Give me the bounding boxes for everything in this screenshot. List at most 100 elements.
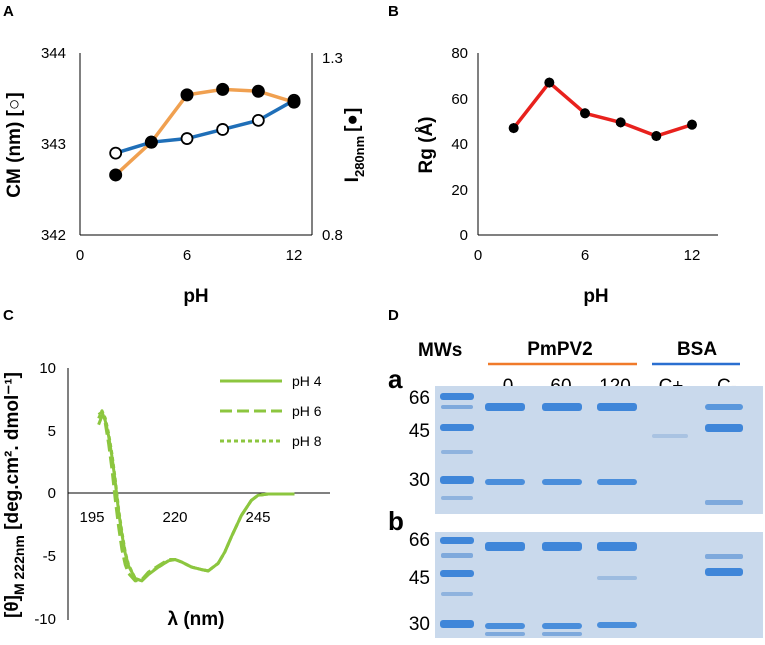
gel-band xyxy=(597,403,637,411)
gel-band xyxy=(441,450,473,454)
a-point-i280 xyxy=(251,84,265,98)
gel-band xyxy=(542,479,582,485)
c-legend-label: pH 6 xyxy=(292,403,322,419)
a-ylabel-right: I280nm [●] xyxy=(342,108,367,183)
gel-band xyxy=(705,554,743,559)
a-xtick: 6 xyxy=(183,247,191,264)
gel-band xyxy=(440,570,474,577)
b-point-rg xyxy=(508,123,519,134)
gel-band xyxy=(542,542,582,551)
gel-a-mw-label: 30 xyxy=(409,470,430,491)
c-xlabel: λ (nm) xyxy=(168,609,225,630)
gel-band xyxy=(485,542,525,551)
gel-band xyxy=(597,576,637,580)
gel-band xyxy=(705,404,743,410)
gel-band xyxy=(440,393,474,400)
b-point-rg xyxy=(687,119,697,130)
chart-c: 10 5 0 -5 -10 195 220 245 λ (nm) [θ]M 22… xyxy=(2,360,330,630)
a-line-cm xyxy=(115,98,295,155)
c-ylabel-units: [deg.cm². dmol⁻¹] xyxy=(2,372,23,535)
a-point-i280 xyxy=(144,135,158,149)
gel-a-label: a xyxy=(388,364,403,394)
a-ylabel-left-text: CM (nm) [ xyxy=(4,109,25,197)
panel-label-a: A xyxy=(3,3,14,20)
b-point-rg xyxy=(580,108,590,119)
a-ytick-left: 343 xyxy=(41,136,66,153)
panel-label-d: D xyxy=(388,307,399,324)
c-ytick: -5 xyxy=(43,548,56,565)
b-point-rg xyxy=(615,117,626,128)
a-series-group xyxy=(109,82,301,182)
c-ytick: 0 xyxy=(48,485,56,502)
gel-band xyxy=(441,405,473,409)
gel-band xyxy=(440,424,474,431)
c-xtick: 245 xyxy=(245,509,270,526)
a-point-i280 xyxy=(180,88,194,102)
a-point-cm xyxy=(251,113,265,127)
a-point-cm xyxy=(216,123,230,136)
gel-band xyxy=(441,592,473,596)
b-xtick: 6 xyxy=(581,247,589,264)
c-line-ph-4 xyxy=(97,410,295,583)
b-xtick: 0 xyxy=(474,247,482,264)
c-ytick: 10 xyxy=(39,360,56,377)
gel-band xyxy=(485,479,525,485)
a-ytick-left: 344 xyxy=(41,45,66,62)
b-ytick: 40 xyxy=(451,136,468,153)
a-xtick: 12 xyxy=(286,247,303,264)
gel-a-mw-label: 66 xyxy=(409,388,430,409)
b-ytick: 60 xyxy=(451,91,468,108)
gel-band xyxy=(542,632,582,636)
b-line-rg xyxy=(512,80,693,138)
chart-a: 344 343 342 1.3 0.8 0 6 12 pH CM (nm) [○… xyxy=(4,45,367,307)
c-legend-label: pH 4 xyxy=(292,373,322,389)
b-ytick: 80 xyxy=(451,45,468,62)
c-series-group xyxy=(97,409,295,583)
gel-b-mw-label: 30 xyxy=(409,614,430,635)
gel-band xyxy=(705,500,743,505)
a-ylabel-left-close: ] xyxy=(4,92,25,98)
a-ytick-left: 342 xyxy=(41,227,66,244)
a-xlabel: pH xyxy=(183,286,208,307)
chart-b: 80 60 40 20 0 0 6 12 pH Rg (Å) xyxy=(416,45,718,307)
gel-group-bsa: BSA xyxy=(677,339,717,360)
gel-band xyxy=(485,632,525,636)
a-point-i280 xyxy=(109,168,123,182)
gel-group-pmpv2: PmPV2 xyxy=(527,339,592,360)
gel-band xyxy=(440,537,474,544)
gel-b-mw-label: 66 xyxy=(409,530,430,551)
a-ylabel-open-circle: ○ xyxy=(4,99,25,110)
b-point-rg xyxy=(651,131,662,142)
c-ylabel-main: [θ] xyxy=(2,595,23,618)
gel-a-mw-label: 45 xyxy=(409,421,430,442)
gel-band xyxy=(652,434,688,438)
gel-band xyxy=(597,542,637,551)
a-point-cm xyxy=(180,132,194,145)
c-legend-label: pH 8 xyxy=(292,433,322,449)
a-ylabel-right-sub: 280nm xyxy=(352,136,367,177)
gel-band xyxy=(485,403,525,411)
a-ytick-right: 1.3 xyxy=(322,50,343,67)
b-xlabel: pH xyxy=(583,286,608,307)
b-series-group xyxy=(508,77,697,142)
gel-band xyxy=(597,479,637,485)
a-ylabel-left: CM (nm) [○] xyxy=(4,92,25,197)
gel-band xyxy=(441,553,473,558)
c-xtick: 220 xyxy=(162,509,187,526)
c-ylabel-sub: M 222nm xyxy=(11,535,27,595)
b-xtick: 12 xyxy=(684,247,701,264)
gel-band xyxy=(597,622,637,628)
b-ylabel: Rg (Å) xyxy=(416,117,437,174)
gel-b-mw-label: 45 xyxy=(409,568,430,589)
c-ytick: -10 xyxy=(34,611,56,628)
gel-band xyxy=(705,424,743,432)
b-ytick: 0 xyxy=(460,227,468,244)
gel-band xyxy=(542,623,582,629)
a-ylabel-right-main: I xyxy=(342,177,363,182)
gel-band xyxy=(542,403,582,411)
a-point-i280 xyxy=(287,95,301,109)
a-ytick-right: 0.8 xyxy=(322,227,343,244)
panel-label-c: C xyxy=(3,307,14,324)
a-line-i280 xyxy=(114,87,295,177)
